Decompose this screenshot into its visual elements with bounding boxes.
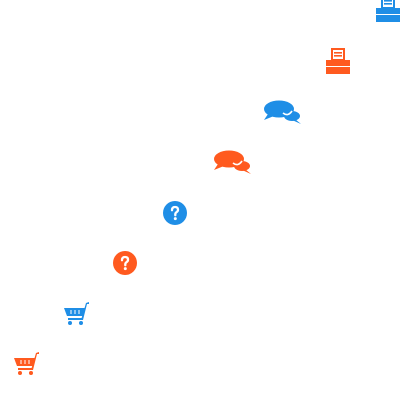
chat-bubbles-icon[interactable]: [212, 149, 252, 175]
chat-bubbles-icon[interactable]: [262, 99, 302, 125]
help-question-icon[interactable]: [162, 200, 188, 226]
printer-icon[interactable]: [375, 0, 400, 22]
printer-icon[interactable]: [325, 48, 351, 74]
shopping-cart-icon[interactable]: [62, 301, 90, 327]
shopping-cart-icon[interactable]: [12, 351, 40, 377]
help-question-icon[interactable]: [112, 250, 138, 276]
